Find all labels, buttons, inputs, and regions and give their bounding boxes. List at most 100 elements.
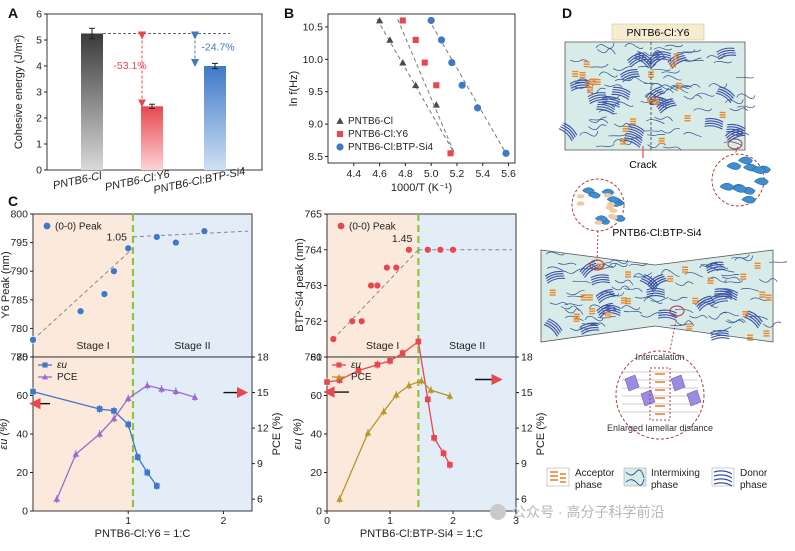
chart-b-legend-marker	[336, 130, 344, 138]
texture-donor-line	[611, 91, 630, 98]
chart-c-right-bottom-point	[364, 429, 372, 436]
chart-b-point	[447, 150, 454, 157]
texture-donor-line	[705, 263, 725, 269]
chart-c-left-top-ytick-label: 780	[10, 323, 28, 335]
texture-donor-line	[611, 93, 630, 101]
texture-donor-bundle	[544, 270, 565, 284]
chart-c-left-bottom-point	[124, 395, 132, 402]
texture-squiggle	[579, 130, 599, 137]
intercalation-texture	[622, 367, 702, 421]
legend-acceptor-line2: phase	[575, 480, 603, 491]
chart-c-left-top-point	[76, 307, 85, 315]
panel-letter-c: C	[8, 193, 18, 209]
zoom-connector-bottom	[669, 315, 678, 351]
texture-squiggle	[587, 322, 606, 327]
texture-squiggle	[545, 251, 565, 256]
acceptor-icon	[546, 467, 570, 487]
texture-blob	[726, 162, 742, 170]
chart-c-right-bottom-y2tick-label: 6	[521, 494, 527, 506]
zoom-origin-left	[589, 259, 605, 271]
chart-b-point	[412, 81, 420, 89]
texture-squiggle	[546, 266, 566, 273]
texture-donor-line	[705, 118, 724, 123]
chart-a-ytick-label: 6	[36, 9, 42, 21]
texture-donor-line	[624, 137, 642, 146]
chart-c-left-bottom-ylabel: εu (%)	[0, 418, 10, 449]
texture-donor-line	[625, 132, 643, 142]
chart-c-left-top-ytick-label: 795	[10, 237, 28, 249]
chart-c-right-top-ylabel: BTP-Si4 peak (nm)	[294, 238, 306, 332]
texture-donor-bundle	[579, 322, 600, 335]
texture-squiggle	[763, 321, 782, 328]
texture-donor-line	[570, 82, 589, 87]
texture-squiggle	[597, 48, 616, 55]
texture-donor-line	[669, 56, 687, 67]
texture-squiggle	[560, 305, 580, 312]
chart-c-right-bottom-y2tick-label: 15	[521, 387, 533, 399]
chart-b-point	[412, 36, 419, 43]
texture-squiggle	[724, 280, 743, 284]
texture-squiggle	[614, 101, 634, 107]
chart-c-right-bottom-point	[424, 396, 431, 403]
chart-c-left-bottom-y2tick-label: 9	[257, 458, 263, 470]
texture-donor-line	[543, 323, 558, 337]
chart-b: 4.4 4.6 4.8 5.0 5.2 5.4 5.6 8.5 9.0 9.5 10.0 10.5 10…	[288, 13, 516, 194]
texture-blob	[582, 187, 595, 194]
texture-donor-line	[646, 292, 665, 296]
wechat-icon	[490, 504, 506, 520]
chart-c-right-top-divider-label: 1.45	[392, 233, 413, 245]
chart-c-left-top-point	[110, 267, 118, 275]
chart-b-xtick-label: 5.0	[424, 168, 439, 180]
texture-donor-line	[546, 320, 561, 333]
texture-donor-line	[708, 295, 727, 303]
texture-squiggle	[674, 281, 694, 286]
texture-squiggle	[713, 61, 733, 64]
chart-b-point	[437, 36, 446, 44]
texture-squiggle	[609, 262, 628, 268]
texture-squiggle	[644, 130, 663, 132]
texture-donor-bundle	[646, 287, 666, 298]
texture-squiggle	[588, 116, 607, 123]
legend-acceptor-line1: Acceptor	[575, 468, 615, 479]
chart-b-legend-marker	[336, 143, 344, 151]
texture-blob	[754, 177, 769, 186]
texture-squiggle	[570, 59, 589, 63]
chart-c-left-bottom-point	[153, 483, 160, 489]
texture-squiggle	[596, 143, 615, 147]
film-mid-texture	[543, 251, 788, 341]
texture-donor-plate	[624, 374, 640, 392]
texture-squiggle	[723, 141, 743, 147]
texture-squiggle	[736, 93, 756, 99]
texture-squiggle	[708, 312, 727, 320]
chart-c-right-bottom-point	[355, 367, 362, 374]
chart-a-bar	[141, 106, 163, 170]
texture-squiggle	[584, 315, 604, 322]
chart-c-right-top-point	[367, 281, 375, 290]
chart-c-right-top-point	[392, 263, 400, 272]
chart-b-point	[399, 17, 406, 24]
chart-c-right-top-ytick-label: 761	[304, 352, 322, 364]
texture-donor-line	[580, 324, 598, 331]
texture-donor-line	[646, 88, 663, 100]
texture-donor-line	[707, 268, 726, 274]
texture-donor-bundle	[704, 118, 724, 130]
texture-squiggle	[604, 84, 623, 88]
chart-c-left-top-stage1-bg	[33, 214, 133, 357]
chart-c-right-bottom-series-line	[339, 379, 451, 500]
texture-donor-bundle	[596, 302, 617, 318]
chart-c-left-top-ytick-label: 775	[10, 352, 28, 364]
texture-donor-bundle	[718, 288, 739, 301]
texture-donor-line	[717, 52, 736, 58]
texture-squiggle	[708, 83, 728, 88]
film-top-texture	[558, 42, 756, 151]
chart-c-left-bottom-legend-marker	[42, 362, 48, 368]
chart-c-left-bottom-y2label: PCE (%)	[271, 413, 283, 456]
chart-c-right-top-ytick-label: 764	[304, 244, 322, 256]
texture-squiggle	[572, 280, 591, 284]
chart-c-right-bottom-point	[324, 379, 330, 385]
texture-donor-line	[709, 298, 728, 305]
chart-c-right-top-point	[405, 246, 413, 254]
intermixing-icon	[623, 467, 647, 487]
texture-squiggle	[598, 71, 618, 78]
texture-squiggle	[663, 75, 682, 81]
